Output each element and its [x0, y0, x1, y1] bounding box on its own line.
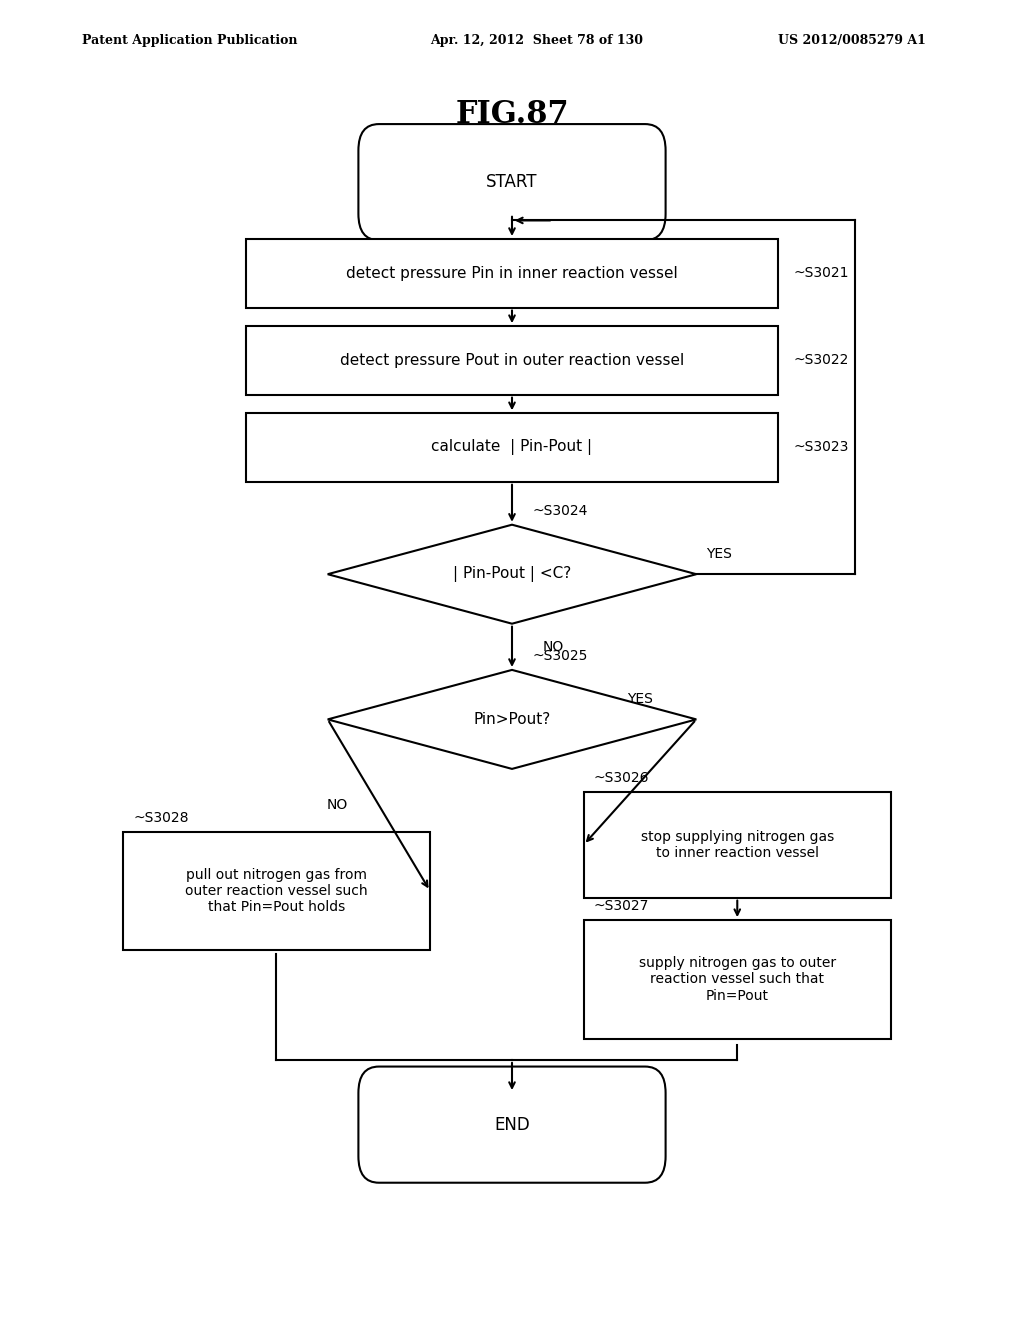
Text: detect pressure Pin in inner reaction vessel: detect pressure Pin in inner reaction ve… — [346, 265, 678, 281]
FancyBboxPatch shape — [358, 1067, 666, 1183]
Text: ~S3024: ~S3024 — [532, 504, 588, 519]
Text: ~S3026: ~S3026 — [594, 771, 649, 785]
Text: ~S3027: ~S3027 — [594, 899, 649, 913]
Text: NO: NO — [327, 799, 348, 812]
Text: Pin>Pout?: Pin>Pout? — [473, 711, 551, 727]
Text: detect pressure Pout in outer reaction vessel: detect pressure Pout in outer reaction v… — [340, 352, 684, 368]
Text: | Pin-Pout | <C?: | Pin-Pout | <C? — [453, 566, 571, 582]
Text: stop supplying nitrogen gas
to inner reaction vessel: stop supplying nitrogen gas to inner rea… — [641, 830, 834, 859]
Text: YES: YES — [627, 692, 653, 706]
Text: US 2012/0085279 A1: US 2012/0085279 A1 — [778, 34, 926, 48]
Text: Patent Application Publication: Patent Application Publication — [82, 34, 297, 48]
Bar — [123, 832, 430, 950]
Text: pull out nitrogen gas from
outer reaction vessel such
that Pin=Pout holds: pull out nitrogen gas from outer reactio… — [185, 867, 368, 915]
FancyBboxPatch shape — [246, 326, 778, 395]
Text: ~S3021: ~S3021 — [794, 267, 849, 280]
Text: ~S3025: ~S3025 — [532, 649, 588, 663]
Text: NO: NO — [543, 640, 564, 653]
Text: YES: YES — [707, 546, 732, 561]
Text: supply nitrogen gas to outer
reaction vessel such that
Pin=Pout: supply nitrogen gas to outer reaction ve… — [639, 956, 836, 1003]
Polygon shape — [328, 671, 696, 768]
Bar — [584, 920, 891, 1039]
Text: END: END — [495, 1115, 529, 1134]
Text: START: START — [486, 173, 538, 191]
Text: ~S3022: ~S3022 — [794, 354, 849, 367]
Text: ~S3023: ~S3023 — [794, 441, 849, 454]
Text: ~S3028: ~S3028 — [133, 810, 188, 825]
Polygon shape — [328, 525, 696, 624]
FancyBboxPatch shape — [358, 124, 666, 240]
Text: calculate  | Pin-Pout |: calculate | Pin-Pout | — [431, 440, 593, 455]
FancyBboxPatch shape — [246, 413, 778, 482]
Text: Apr. 12, 2012  Sheet 78 of 130: Apr. 12, 2012 Sheet 78 of 130 — [430, 34, 643, 48]
FancyBboxPatch shape — [246, 239, 778, 308]
Text: FIG.87: FIG.87 — [456, 99, 568, 129]
Bar — [584, 792, 891, 898]
